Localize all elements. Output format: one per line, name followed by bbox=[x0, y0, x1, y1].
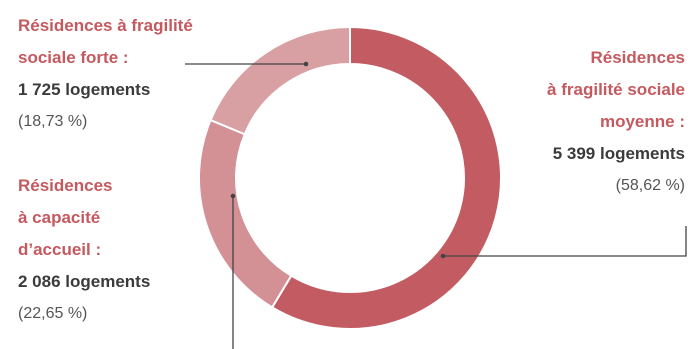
donut-slices bbox=[198, 25, 502, 330]
leader-line-moyenne bbox=[443, 226, 687, 257]
category-line: d’accueil : bbox=[18, 240, 102, 259]
value-label: 2 086 logements bbox=[18, 272, 151, 291]
slice-fragilite-moyenne bbox=[270, 25, 502, 330]
percent-label: (58,62 %) bbox=[615, 177, 685, 194]
leader-dot-moyenne bbox=[440, 253, 446, 259]
category-line: Résidences bbox=[590, 48, 686, 67]
category-line: Résidences bbox=[18, 176, 113, 195]
percent-label: (22,65 %) bbox=[18, 305, 88, 322]
label-fragilite-moyenne: Résidences à fragilité sociale moyenne :… bbox=[547, 42, 685, 202]
leader-dot-capacite bbox=[230, 193, 236, 199]
label-fragilite-forte: Résidences à fragilité sociale forte : 1… bbox=[18, 10, 193, 138]
slice-fragilite-forte bbox=[209, 25, 351, 136]
leader-lines bbox=[185, 61, 687, 349]
category-line: sociale forte : bbox=[18, 48, 129, 67]
slice-capacite-accueil bbox=[198, 118, 293, 309]
category-line: Résidences à fragilité bbox=[18, 16, 193, 35]
label-capacite-accueil: Résidences à capacité d’accueil : 2 086 … bbox=[18, 170, 150, 330]
category-line: à fragilité sociale bbox=[547, 80, 685, 99]
category-line: à capacité bbox=[18, 208, 101, 227]
value-label: 1 725 logements bbox=[18, 80, 151, 99]
category-line: moyenne : bbox=[599, 112, 685, 131]
percent-label: (18,73 %) bbox=[18, 113, 88, 130]
value-label: 5 399 logements bbox=[552, 144, 685, 163]
leader-dot-forte bbox=[303, 61, 309, 67]
